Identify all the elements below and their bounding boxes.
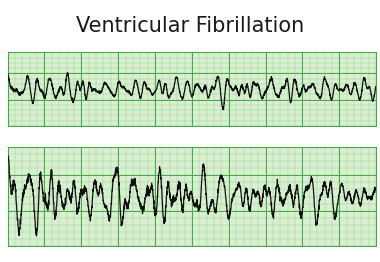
Text: Ventricular Fibrillation: Ventricular Fibrillation [76, 16, 304, 36]
